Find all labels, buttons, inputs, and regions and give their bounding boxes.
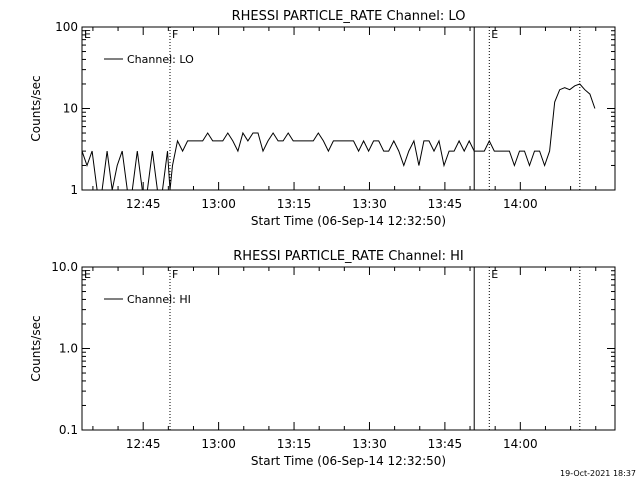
x-axis-label: Start Time (06-Sep-14 12:32:50) — [251, 454, 446, 468]
y-tick-label: 10.0 — [51, 260, 78, 274]
y-tick-label: 0.1 — [59, 423, 78, 437]
x-tick-label: 13:00 — [201, 197, 236, 211]
chart-title: RHESSI PARTICLE_RATE Channel: LO — [232, 9, 466, 24]
event-marker-label: E — [84, 268, 91, 281]
lo-channel-panel: RHESSI PARTICLE_RATE Channel: LO Start Ti… — [29, 9, 616, 228]
event-marker-label: F — [172, 268, 178, 281]
y-tick-label: 100 — [55, 20, 78, 34]
event-marker-label: E — [84, 28, 91, 41]
legend-label: Channel: HI — [127, 293, 191, 306]
y-tick-label: 1.0 — [59, 342, 78, 356]
x-tick-label: 12:45 — [126, 437, 161, 451]
plot-frame — [81, 26, 616, 191]
y-tick-label: 1 — [70, 183, 78, 197]
hi-channel-panel: RHESSI PARTICLE_RATE Channel: HI Start Ti… — [29, 249, 616, 468]
x-tick-label: 13:15 — [277, 437, 312, 451]
x-axis-label: Start Time (06-Sep-14 12:32:50) — [251, 214, 446, 228]
plot-frame — [81, 266, 616, 431]
chart-title: RHESSI PARTICLE_RATE Channel: HI — [233, 249, 463, 264]
x-tick-label: 13:15 — [277, 197, 312, 211]
x-tick-label: 13:45 — [428, 197, 463, 211]
x-tick-label: 14:00 — [503, 197, 538, 211]
x-tick-label: 13:30 — [352, 197, 387, 211]
x-tick-label: 13:45 — [428, 437, 463, 451]
series-line — [82, 83, 596, 190]
y-axis-label: Counts/sec — [29, 75, 43, 141]
event-marker-label: F — [172, 28, 178, 41]
x-tick-label: 13:30 — [352, 437, 387, 451]
y-axis-label: Counts/sec — [29, 315, 43, 381]
event-marker-label: E — [491, 268, 498, 281]
x-tick-label: 14:00 — [503, 437, 538, 451]
legend-label: Channel: LO — [127, 53, 194, 66]
y-tick-label: 10 — [63, 102, 78, 116]
x-tick-label: 13:00 — [201, 437, 236, 451]
x-tick-label: 12:45 — [126, 197, 161, 211]
footer-timestamp: 19-Oct-2021 18:37 — [560, 469, 636, 478]
event-marker-label: E — [491, 28, 498, 41]
